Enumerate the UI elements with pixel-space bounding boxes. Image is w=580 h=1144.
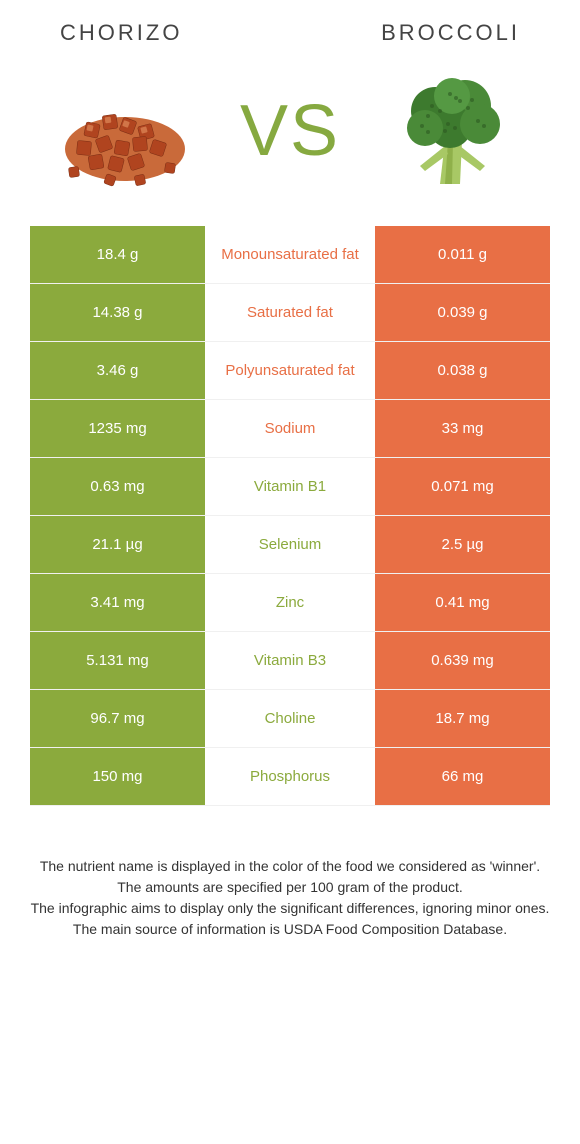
- right-value: 0.41 mg: [375, 574, 550, 631]
- header-row: CHORIZO BROCCOLI: [0, 0, 580, 56]
- left-value: 21.1 µg: [30, 516, 205, 573]
- left-value: 18.4 g: [30, 226, 205, 283]
- table-row: 96.7 mg Choline 18.7 mg: [30, 690, 550, 748]
- table-row: 150 mg Phosphorus 66 mg: [30, 748, 550, 806]
- nutrient-label: Vitamin B3: [205, 632, 375, 689]
- right-food-title: BROCCOLI: [381, 20, 520, 46]
- table-row: 18.4 g Monounsaturated fat 0.011 g: [30, 226, 550, 284]
- left-value: 96.7 mg: [30, 690, 205, 747]
- right-value: 18.7 mg: [375, 690, 550, 747]
- nutrient-label: Zinc: [205, 574, 375, 631]
- footer-notes: The nutrient name is displayed in the co…: [0, 806, 580, 940]
- right-value: 0.038 g: [375, 342, 550, 399]
- left-value: 14.38 g: [30, 284, 205, 341]
- footer-line: The main source of information is USDA F…: [25, 919, 555, 940]
- right-value: 33 mg: [375, 400, 550, 457]
- nutrient-label: Polyunsaturated fat: [205, 342, 375, 399]
- comparison-table: 18.4 g Monounsaturated fat 0.011 g 14.38…: [0, 226, 580, 806]
- left-value: 0.63 mg: [30, 458, 205, 515]
- table-row: 14.38 g Saturated fat 0.039 g: [30, 284, 550, 342]
- nutrient-label: Monounsaturated fat: [205, 226, 375, 283]
- table-row: 3.41 mg Zinc 0.41 mg: [30, 574, 550, 632]
- images-row: VS: [0, 56, 580, 226]
- right-value: 0.071 mg: [375, 458, 550, 515]
- footer-line: The amounts are specified per 100 gram o…: [25, 877, 555, 898]
- nutrient-label: Saturated fat: [205, 284, 375, 341]
- right-value: 0.011 g: [375, 226, 550, 283]
- nutrient-label: Phosphorus: [205, 748, 375, 805]
- left-value: 1235 mg: [30, 400, 205, 457]
- left-food-title: CHORIZO: [60, 20, 182, 46]
- table-row: 5.131 mg Vitamin B3 0.639 mg: [30, 632, 550, 690]
- nutrient-label: Sodium: [205, 400, 375, 457]
- left-value: 150 mg: [30, 748, 205, 805]
- right-value: 66 mg: [375, 748, 550, 805]
- table-row: 1235 mg Sodium 33 mg: [30, 400, 550, 458]
- footer-line: The infographic aims to display only the…: [25, 898, 555, 919]
- right-value: 2.5 µg: [375, 516, 550, 573]
- broccoli-image: [385, 66, 525, 196]
- nutrient-label: Choline: [205, 690, 375, 747]
- right-value: 0.639 mg: [375, 632, 550, 689]
- table-row: 3.46 g Polyunsaturated fat 0.038 g: [30, 342, 550, 400]
- left-value: 5.131 mg: [30, 632, 205, 689]
- nutrient-label: Selenium: [205, 516, 375, 573]
- vs-label: VS: [240, 90, 340, 172]
- left-value: 3.46 g: [30, 342, 205, 399]
- table-row: 0.63 mg Vitamin B1 0.071 mg: [30, 458, 550, 516]
- footer-line: The nutrient name is displayed in the co…: [25, 856, 555, 877]
- left-value: 3.41 mg: [30, 574, 205, 631]
- chorizo-image: [55, 66, 195, 196]
- table-row: 21.1 µg Selenium 2.5 µg: [30, 516, 550, 574]
- right-value: 0.039 g: [375, 284, 550, 341]
- nutrient-label: Vitamin B1: [205, 458, 375, 515]
